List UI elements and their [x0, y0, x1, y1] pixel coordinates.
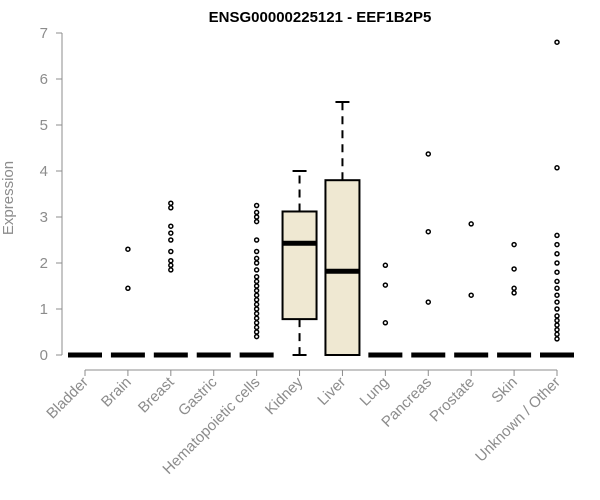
outlier-point	[554, 326, 560, 333]
outlier-point	[425, 228, 432, 235]
outlier-point	[168, 248, 174, 255]
outlier-point	[382, 282, 389, 288]
y-tick-label: 3	[40, 209, 48, 226]
outlier-point	[554, 241, 560, 248]
outlier-point	[468, 292, 474, 298]
x-tick-label: Bladder	[43, 374, 92, 423]
y-tick-label: 1	[40, 301, 48, 318]
box-prostate	[454, 221, 489, 358]
outlier-point	[554, 322, 560, 328]
outlier-point	[554, 306, 560, 312]
y-axis-ticks: 0 1 2 3 4 5 6 7	[40, 25, 62, 364]
outlier-point	[382, 320, 389, 326]
y-axis-label: Expression	[0, 161, 17, 235]
outlier-point	[168, 262, 174, 269]
x-tick-label: Prostate	[426, 374, 478, 426]
box-skin	[497, 241, 532, 358]
outlier-point	[554, 285, 560, 292]
outlier-point	[125, 246, 131, 252]
box-unknown-other	[540, 39, 574, 358]
outlier-point	[125, 285, 131, 292]
outlier-point	[382, 262, 389, 269]
outlier-point	[253, 310, 260, 317]
outlier-point	[554, 299, 560, 305]
outlier-point	[511, 285, 517, 292]
outlier-point	[468, 221, 474, 227]
box-pancreas	[411, 151, 446, 358]
outlier-point	[511, 290, 517, 296]
outlier-point	[253, 315, 260, 321]
outlier-point	[554, 260, 560, 266]
outlier-point	[253, 209, 260, 216]
box-kidney	[281, 170, 318, 356]
x-tick-label: Skin	[488, 374, 521, 407]
box-series	[68, 39, 574, 358]
outlier-point	[168, 257, 174, 264]
outlier-point	[554, 313, 560, 319]
y-tick-label: 4	[40, 163, 48, 180]
outlier-point	[253, 306, 260, 312]
outlier-point	[554, 317, 560, 324]
outlier-point	[253, 292, 260, 298]
outlier-point	[168, 237, 174, 243]
outlier-point	[253, 297, 260, 303]
y-tick-label: 6	[40, 71, 48, 88]
outlier-point	[511, 266, 517, 272]
y-tick-label: 2	[40, 255, 48, 272]
x-tick-label: Liver	[314, 374, 349, 409]
outlier-point	[168, 267, 174, 273]
outlier-point	[554, 39, 560, 45]
x-tick-label: Breast	[135, 373, 178, 416]
box-body	[324, 179, 361, 356]
box-lung	[368, 262, 403, 358]
y-tick-label: 0	[40, 347, 48, 364]
outlier-point	[554, 251, 560, 257]
outlier-point	[554, 331, 560, 338]
outlier-point	[253, 333, 260, 340]
outlier-point	[425, 151, 432, 157]
box-brain	[110, 246, 145, 358]
outlier-point	[554, 292, 560, 298]
outlier-point	[253, 278, 260, 285]
outlier-point	[554, 269, 560, 275]
x-tick-label: Brain	[98, 374, 135, 411]
outlier-point	[554, 336, 560, 342]
outlier-point	[253, 301, 260, 308]
outlier-point	[253, 248, 260, 255]
y-tick-label: 5	[40, 117, 48, 134]
outlier-point	[168, 223, 174, 229]
outlier-point	[253, 287, 260, 294]
y-tick-label: 7	[40, 25, 48, 42]
outlier-point	[253, 274, 260, 280]
outlier-point	[253, 218, 260, 225]
outlier-point	[511, 241, 517, 248]
outlier-point	[253, 260, 260, 266]
box-body	[281, 210, 318, 321]
box-liver	[324, 101, 361, 356]
outlier-point	[425, 299, 432, 305]
outlier-point	[253, 283, 260, 289]
box-hematopoietic-cells	[239, 202, 274, 358]
chart-title: ENSG00000225121 - EEF1B2P5	[209, 9, 432, 26]
x-tick-label: Lung	[357, 374, 393, 410]
outlier-point	[554, 232, 560, 239]
outlier-point	[253, 320, 260, 326]
outlier-point	[168, 200, 174, 206]
outlier-point	[168, 230, 174, 236]
outlier-point	[253, 267, 260, 273]
outlier-point	[253, 237, 260, 243]
box-breast	[153, 200, 188, 358]
x-tick-label: Kidney	[262, 373, 307, 418]
outlier-point	[253, 329, 260, 335]
outlier-point	[253, 324, 260, 331]
outlier-point	[168, 205, 174, 211]
outlier-point	[554, 165, 560, 171]
outlier-point	[554, 278, 560, 285]
outlier-point	[253, 202, 260, 209]
outlier-point	[253, 214, 260, 220]
outlier-point	[253, 255, 260, 262]
